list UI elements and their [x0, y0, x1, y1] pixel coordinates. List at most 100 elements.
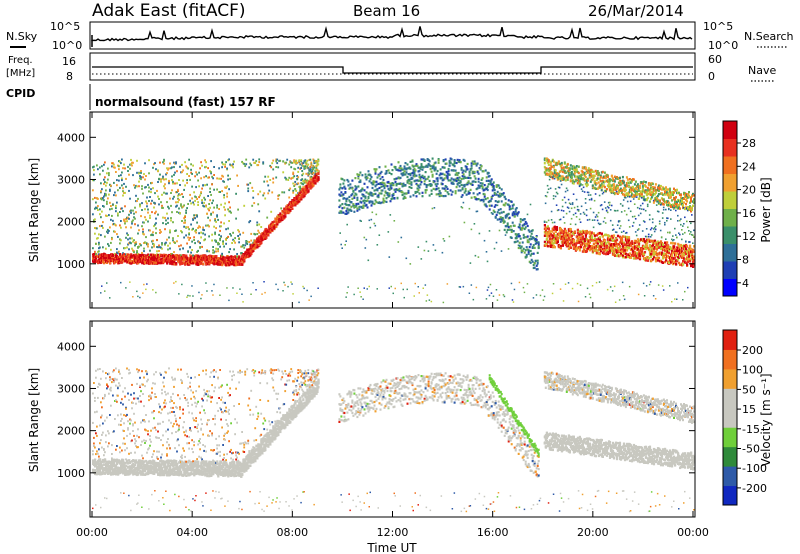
power-pixel	[241, 160, 243, 163]
power-pixel	[277, 288, 279, 291]
power-pixel	[582, 242, 585, 245]
power-pixel	[258, 161, 261, 164]
power-pixel	[359, 219, 361, 222]
power-pixel	[552, 166, 555, 169]
power-pixel	[504, 197, 507, 201]
power-pixel	[240, 245, 242, 248]
power-pixel	[434, 249, 437, 252]
power-pixel	[433, 180, 436, 183]
power-pixel	[459, 181, 462, 184]
power-pixel	[543, 231, 546, 234]
power-pixel	[230, 211, 232, 214]
power-pixel	[509, 207, 512, 210]
power-pixel	[284, 284, 286, 286]
power-pixel	[180, 244, 182, 247]
power-pixel	[314, 173, 317, 176]
power-pixel	[603, 185, 606, 189]
power-pixel	[613, 250, 617, 253]
power-pixel	[494, 204, 497, 207]
power-pixel	[395, 184, 398, 187]
power-pixel	[99, 225, 101, 228]
power-pixel	[180, 203, 182, 206]
power-pixel	[432, 164, 435, 167]
power-pixel	[173, 260, 176, 263]
power-pixel	[629, 210, 632, 213]
power-pixel	[171, 189, 173, 192]
power-pixel	[143, 283, 145, 286]
power-pixel	[191, 240, 193, 243]
power-pixel	[363, 182, 366, 185]
power-pixel	[295, 189, 298, 192]
power-pixel	[516, 240, 519, 243]
power-pixel	[302, 285, 304, 288]
power-pixel	[474, 254, 477, 257]
power-pixel	[427, 159, 430, 162]
power-pixel	[243, 204, 246, 207]
power-pixel	[163, 185, 165, 188]
power-pixel	[497, 208, 500, 212]
power-pixel	[429, 165, 432, 168]
power-pixel	[164, 243, 166, 246]
power-pixel	[529, 261, 532, 264]
power-pixel	[158, 178, 160, 181]
power-pixel	[233, 239, 235, 242]
power-pixel	[228, 158, 230, 161]
power-pixel	[612, 234, 616, 237]
power-pixel	[233, 248, 235, 251]
power-pixel	[100, 256, 103, 260]
power-pixel	[315, 167, 318, 170]
power-pixel	[173, 251, 175, 254]
power-pixel	[393, 220, 396, 222]
power-pixel	[341, 178, 344, 181]
power-pixel	[219, 237, 221, 240]
power-pixel	[212, 249, 214, 252]
power-pixel	[620, 239, 624, 243]
power-pixel	[148, 159, 150, 162]
power-pixel	[566, 189, 569, 192]
power-pixel	[104, 181, 106, 184]
power-pixel	[103, 195, 105, 198]
power-pixel	[383, 182, 386, 185]
power-pixel	[112, 162, 114, 165]
power-pixel	[242, 244, 245, 247]
power-heatmap	[92, 157, 696, 304]
power-pixel	[503, 295, 506, 298]
power-pixel	[528, 230, 531, 233]
power-pixel	[542, 299, 545, 301]
power-pixel	[202, 226, 204, 229]
power-pixel	[586, 183, 589, 186]
power-pixel	[570, 234, 573, 238]
power-pixel	[420, 164, 423, 167]
power-pixel	[310, 171, 313, 173]
power-pixel	[149, 249, 151, 252]
power-pixel	[234, 241, 236, 244]
power-pixel	[230, 257, 233, 260]
power-pixel	[237, 229, 239, 232]
power-pixel	[496, 204, 499, 207]
power-pixel	[160, 253, 163, 257]
power-pixel	[115, 194, 117, 197]
power-pixel	[267, 184, 270, 187]
power-pixel	[100, 292, 102, 294]
power-pixel	[164, 216, 166, 219]
power-pixel	[160, 201, 162, 204]
power-pixel	[219, 229, 221, 232]
power-pixel	[563, 170, 566, 173]
power-pixel	[217, 241, 219, 244]
power-pixel	[188, 232, 190, 235]
power-pixel	[157, 261, 160, 265]
power-pixel	[111, 214, 113, 217]
power-pixel	[144, 186, 146, 189]
power-pixel	[567, 282, 570, 284]
power-pixel	[581, 229, 584, 233]
power-pixel	[408, 166, 411, 169]
power-pixel	[563, 241, 566, 245]
power-pixel	[275, 225, 278, 228]
power-pixel	[604, 242, 608, 245]
power-pixel	[599, 223, 602, 225]
power-pixel	[317, 172, 320, 176]
power-pixel	[237, 235, 239, 237]
power-pixel	[402, 288, 404, 291]
power-pixel	[247, 187, 250, 190]
power-pixel	[529, 254, 532, 257]
